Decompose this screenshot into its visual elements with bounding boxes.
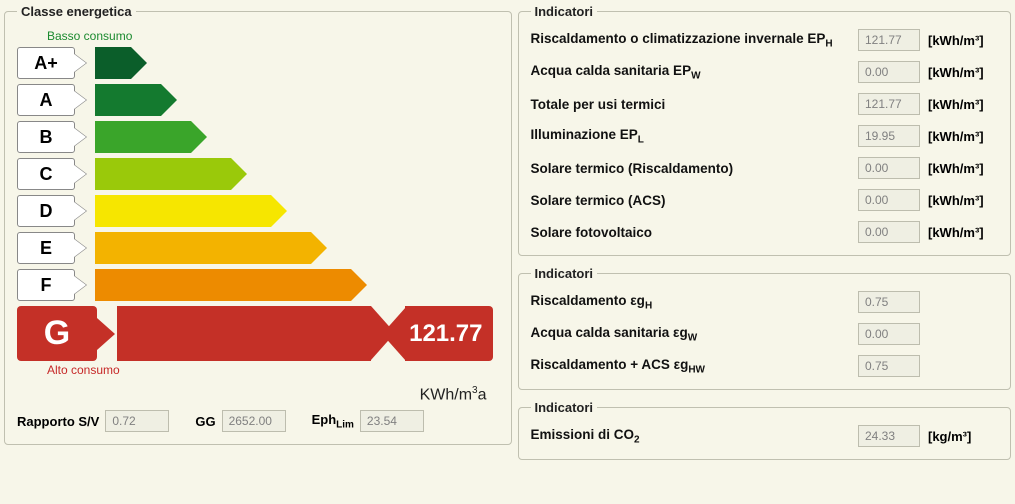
indicator-label: Solare fotovoltaico [531, 225, 859, 240]
indicator-label: Acqua calda sanitaria εgW [531, 325, 859, 344]
energy-bar-g [117, 306, 395, 361]
indicator-row: Totale per usi termici [kWh/m³] [531, 93, 999, 115]
indicator-unit: [kWh/m³] [928, 65, 998, 80]
indicator-row: Acqua calda sanitaria EPW [kWh/m³] [531, 61, 999, 83]
energy-bar-c [95, 158, 247, 190]
eph-label: EphLim [312, 412, 354, 431]
indicator-label: Solare termico (ACS) [531, 193, 859, 208]
indicators-legend-1: Indicatori [531, 4, 598, 19]
energy-bar-e [95, 232, 327, 264]
indicator-label: Totale per usi termici [531, 97, 859, 112]
indicator-row: Solare fotovoltaico [kWh/m³] [531, 221, 999, 243]
energy-value-arrow: 121.77 [382, 306, 492, 361]
indicator-row: Solare termico (Riscaldamento) [kWh/m³] [531, 157, 999, 179]
indicator-unit: [kWh/m³] [928, 161, 998, 176]
indicator-input [858, 157, 920, 179]
indicator-input [858, 291, 920, 313]
energy-value-unit: KWh/m3a [420, 385, 487, 404]
energy-bar-a [95, 84, 177, 116]
indicator-unit: [kWh/m³] [928, 97, 998, 112]
energy-bar-f [95, 269, 367, 301]
eph-input [360, 410, 424, 432]
indicator-label: Emissioni di CO2 [531, 427, 859, 446]
indicators-panel-1: Indicatori Riscaldamento o climatizzazio… [518, 4, 1012, 256]
indicator-input [858, 221, 920, 243]
high-consumption-label: Alto consumo [47, 363, 499, 377]
indicator-label: Riscaldamento o climatizzazione invernal… [531, 31, 859, 50]
energy-class-legend: Classe energetica [17, 4, 136, 19]
indicator-input [858, 29, 920, 51]
energy-letter-f: F [17, 269, 75, 301]
indicator-row: Acqua calda sanitaria εgW [531, 323, 999, 345]
energy-bar-d [95, 195, 287, 227]
indicators-legend-3: Indicatori [531, 400, 598, 415]
indicator-input [858, 93, 920, 115]
indicator-input [858, 323, 920, 345]
energy-letter-d: D [17, 195, 75, 227]
indicator-row: Riscaldamento + ACS εgHW [531, 355, 999, 377]
energy-letter-aplus: A+ [17, 47, 75, 79]
indicator-label: Riscaldamento + ACS εgHW [531, 357, 859, 376]
rapporto-input [105, 410, 169, 432]
indicator-input [858, 425, 920, 447]
energy-letter-g: G [17, 306, 97, 361]
gg-input [222, 410, 286, 432]
indicator-unit: [kWh/m³] [928, 33, 998, 48]
indicator-input [858, 125, 920, 147]
energy-bar-aplus [95, 47, 147, 79]
indicator-label: Solare termico (Riscaldamento) [531, 161, 859, 176]
indicator-input [858, 355, 920, 377]
indicators-panel-3: Indicatori Emissioni di CO2 [kg/m³] [518, 400, 1012, 460]
indicators-legend-2: Indicatori [531, 266, 598, 281]
energy-class-panel: Classe energetica Basso consumo A+ ABCDEF… [4, 4, 512, 445]
low-consumption-label: Basso consumo [47, 29, 499, 43]
indicators-panel-2: Indicatori Riscaldamento εgH Acqua calda … [518, 266, 1012, 390]
indicator-row: Solare termico (ACS) [kWh/m³] [531, 189, 999, 211]
indicator-unit: [kWh/m³] [928, 225, 998, 240]
indicator-unit: [kWh/m³] [928, 129, 998, 144]
indicator-label: Acqua calda sanitaria EPW [531, 63, 859, 82]
indicator-row: Riscaldamento o climatizzazione invernal… [531, 29, 999, 51]
energy-letter-c: C [17, 158, 75, 190]
indicator-input [858, 189, 920, 211]
indicator-row: Riscaldamento εgH [531, 291, 999, 313]
energy-letter-a: A [17, 84, 75, 116]
indicator-label: Illuminazione EPL [531, 127, 859, 146]
energy-bar-b [95, 121, 207, 153]
energy-chart: Basso consumo A+ ABCDEF G 121.77 Alto con… [17, 29, 499, 404]
rapporto-label: Rapporto S/V [17, 414, 99, 429]
indicator-unit: [kg/m³] [928, 429, 998, 444]
energy-letter-e: E [17, 232, 75, 264]
indicator-unit: [kWh/m³] [928, 193, 998, 208]
indicator-label: Riscaldamento εgH [531, 293, 859, 312]
energy-letter-b: B [17, 121, 75, 153]
gg-label: GG [195, 414, 215, 429]
indicator-row: Emissioni di CO2 [kg/m³] [531, 425, 999, 447]
indicator-input [858, 61, 920, 83]
indicator-row: Illuminazione EPL [kWh/m³] [531, 125, 999, 147]
